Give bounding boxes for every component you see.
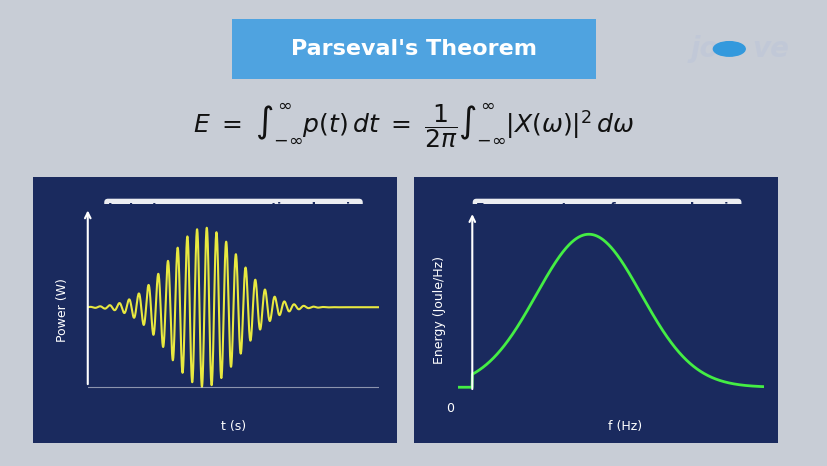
- FancyBboxPatch shape: [406, 172, 785, 448]
- Text: Power (W): Power (W): [55, 278, 69, 342]
- Text: jo: jo: [689, 35, 718, 63]
- FancyBboxPatch shape: [213, 16, 614, 82]
- FancyBboxPatch shape: [26, 172, 404, 448]
- Text: Energy (Joule/Hz): Energy (Joule/Hz): [433, 256, 446, 364]
- Text: 0: 0: [446, 402, 454, 415]
- Text: ve: ve: [751, 35, 788, 63]
- Text: Energy spectrum – frequency domain: Energy spectrum – frequency domain: [476, 202, 737, 215]
- Text: f (Hz): f (Hz): [608, 420, 642, 433]
- Text: t (s): t (s): [221, 420, 246, 433]
- Circle shape: [713, 41, 744, 56]
- Text: $E \ = \ \int_{-\infty}^{\infty} p(t)\, dt \ = \ \dfrac{1}{2\pi} \int_{-\infty}^: $E \ = \ \int_{-\infty}^{\infty} p(t)\, …: [194, 101, 633, 151]
- Text: Instantaneous power – time domain: Instantaneous power – time domain: [108, 202, 359, 215]
- Text: Parseval's Theorem: Parseval's Theorem: [290, 39, 537, 59]
